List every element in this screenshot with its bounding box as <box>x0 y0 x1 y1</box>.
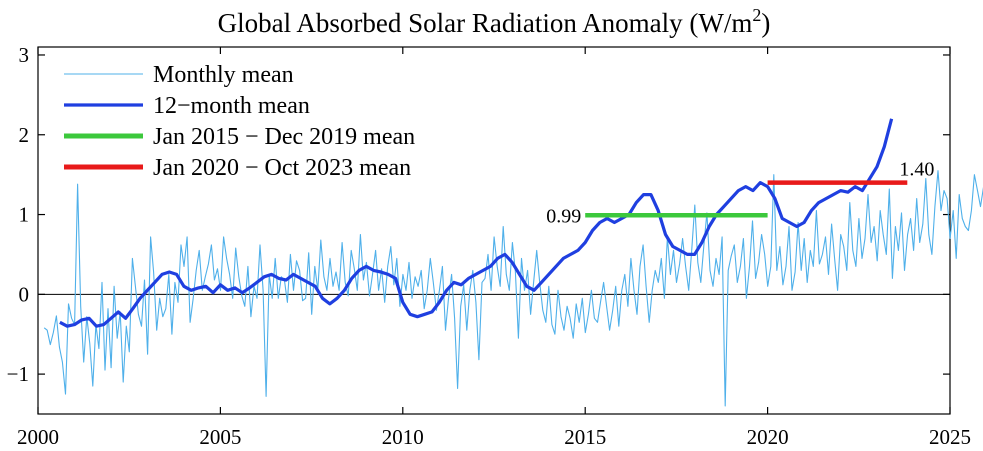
series-line-monthly-mean <box>43 170 983 407</box>
y-tick-label: 1 <box>19 203 30 227</box>
y-axis: −1 0 1 2 3 <box>7 43 950 386</box>
series-annotations: 0.99 1.40 <box>546 159 934 228</box>
legend: Monthly mean 12−month mean Jan 2015 − Dec … <box>64 62 415 181</box>
legend-label-12-month-mean: 12−month mean <box>153 93 310 119</box>
series-line-12-month-mean <box>59 118 894 328</box>
x-tick-label: 2010 <box>382 425 424 449</box>
x-tick-label: 2020 <box>747 425 789 449</box>
x-tick-label: 2025 <box>929 425 971 449</box>
legend-label-monthly-mean: Monthly mean <box>153 62 294 88</box>
mean-label-jan-2020-oct-2023-mean: 1.40 <box>899 159 934 181</box>
chart-title: Global Absorbed Solar Radiation Anomaly … <box>218 5 771 38</box>
legend-label-jan-2015-dec-2019-mean: Jan 2015 − Dec 2019 mean <box>153 124 415 150</box>
y-tick-label: 2 <box>19 123 30 147</box>
mean-label-jan-2015-dec-2019-mean: 0.99 <box>546 205 581 227</box>
series-lines <box>43 118 983 407</box>
x-tick-label: 2005 <box>199 425 241 449</box>
x-tick-label: 2000 <box>17 425 59 449</box>
title-close: ) <box>761 8 770 38</box>
x-tick-label: 2015 <box>564 425 606 449</box>
y-tick-label: 0 <box>19 282 30 306</box>
x-axis: 2000 2005 2010 2015 2020 2025 <box>17 47 971 449</box>
title-superscript: 2 <box>752 5 761 25</box>
legend-label-jan-2020-oct-2023-mean: Jan 2020 − Oct 2023 mean <box>153 155 411 181</box>
y-tick-label: 3 <box>19 43 30 67</box>
y-tick-label: −1 <box>7 362 29 386</box>
